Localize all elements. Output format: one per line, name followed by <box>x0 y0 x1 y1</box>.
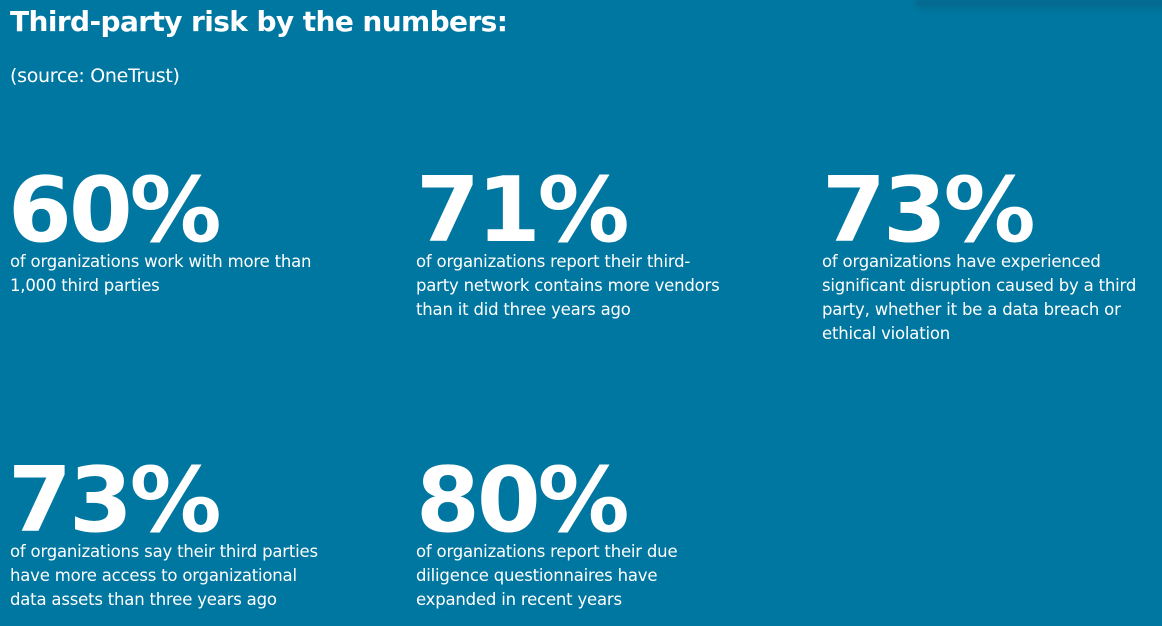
stat-description: of organizations say their third parties… <box>8 540 388 612</box>
stat-description-line: of organizations report their third- <box>416 252 691 271</box>
stat-value: 71% <box>416 158 630 263</box>
stat-description-line: diligence questionnaires have <box>416 566 658 585</box>
page-title: Third-party risk by the numbers: <box>10 5 508 38</box>
stat-description: of organizations work with more than 1,0… <box>8 250 388 298</box>
stat-value: 73% <box>8 448 222 553</box>
stat-description-line: have more access to organizational <box>10 566 297 585</box>
stat-description-line: party, whether it be a data breach or <box>822 300 1121 319</box>
stat-description-line: of organizations have experienced <box>822 252 1101 271</box>
decorative-shadow <box>915 0 1162 12</box>
stat-description-line: 1,000 third parties <box>10 276 160 295</box>
stat-card-due-diligence: 80% of organizations report their due di… <box>416 456 796 612</box>
stat-card-data-access: 73% of organizations say their third par… <box>8 456 388 612</box>
stat-card-disruption: 73% of organizations have experienced si… <box>822 158 1162 346</box>
stat-description-line: data assets than three years ago <box>10 590 277 609</box>
stat-description-line: party network contains more vendors <box>416 276 720 295</box>
stat-description: of organizations have experienced signif… <box>822 250 1162 346</box>
stat-description-line: expanded in recent years <box>416 590 622 609</box>
stat-description-line: of organizations work with more than <box>10 252 312 271</box>
stat-description-line: significant disruption caused by a third <box>822 276 1137 295</box>
source-note: (source: OneTrust) <box>10 65 180 87</box>
stat-value: 73% <box>822 158 1036 263</box>
stat-value: 80% <box>416 448 630 553</box>
stat-description-line: of organizations report their due <box>416 542 678 561</box>
stat-card-network-growth: 71% of organizations report their third-… <box>416 166 796 322</box>
stat-description: of organizations report their third- par… <box>416 250 796 322</box>
stat-card-vendor-count: 60% of organizations work with more than… <box>8 166 388 298</box>
stat-description: of organizations report their due dilige… <box>416 540 796 612</box>
stat-value: 60% <box>8 158 222 263</box>
stat-description-line: of organizations say their third parties <box>10 542 318 561</box>
stat-description-line: ethical violation <box>822 324 951 343</box>
stat-description-line: than it did three years ago <box>416 300 631 319</box>
